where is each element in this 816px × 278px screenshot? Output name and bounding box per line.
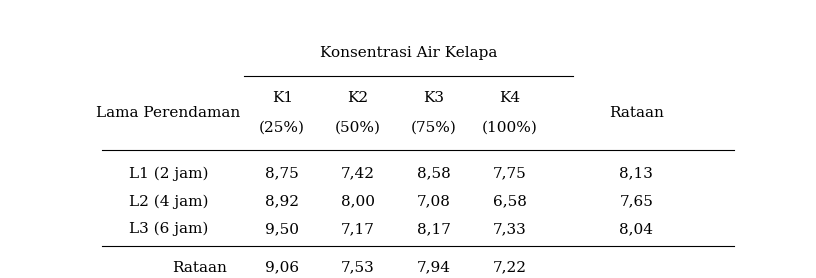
Text: 8,58: 8,58 xyxy=(417,167,451,181)
Text: (50%): (50%) xyxy=(335,121,381,135)
Text: (100%): (100%) xyxy=(482,121,538,135)
Text: 7,65: 7,65 xyxy=(619,194,654,208)
Text: K3: K3 xyxy=(424,91,445,105)
Text: Rataan: Rataan xyxy=(609,106,663,120)
Text: Konsentrasi Air Kelapa: Konsentrasi Air Kelapa xyxy=(320,46,498,59)
Text: Lama Perendaman: Lama Perendaman xyxy=(96,106,241,120)
Text: 8,00: 8,00 xyxy=(341,194,375,208)
Text: 9,50: 9,50 xyxy=(265,222,299,236)
Text: Rataan: Rataan xyxy=(173,261,228,275)
Text: 7,94: 7,94 xyxy=(417,261,451,275)
Text: 9,06: 9,06 xyxy=(265,261,299,275)
Text: K1: K1 xyxy=(272,91,293,105)
Text: 8,17: 8,17 xyxy=(417,222,451,236)
Text: 7,53: 7,53 xyxy=(341,261,375,275)
Text: (25%): (25%) xyxy=(259,121,305,135)
Text: K4: K4 xyxy=(499,91,521,105)
Text: K2: K2 xyxy=(348,91,369,105)
Text: 7,17: 7,17 xyxy=(341,222,375,236)
Text: 7,75: 7,75 xyxy=(493,167,527,181)
Text: L2 (4 jam): L2 (4 jam) xyxy=(129,194,208,208)
Text: L1 (2 jam): L1 (2 jam) xyxy=(129,166,208,181)
Text: 8,92: 8,92 xyxy=(265,194,299,208)
Text: 8,75: 8,75 xyxy=(265,167,299,181)
Text: 7,08: 7,08 xyxy=(417,194,451,208)
Text: 7,42: 7,42 xyxy=(341,167,375,181)
Text: 6,58: 6,58 xyxy=(493,194,527,208)
Text: 7,33: 7,33 xyxy=(493,222,527,236)
Text: (75%): (75%) xyxy=(411,121,457,135)
Text: 7,22: 7,22 xyxy=(493,261,527,275)
Text: 8,04: 8,04 xyxy=(619,222,654,236)
Text: L3 (6 jam): L3 (6 jam) xyxy=(129,222,208,236)
Text: 8,13: 8,13 xyxy=(619,167,654,181)
